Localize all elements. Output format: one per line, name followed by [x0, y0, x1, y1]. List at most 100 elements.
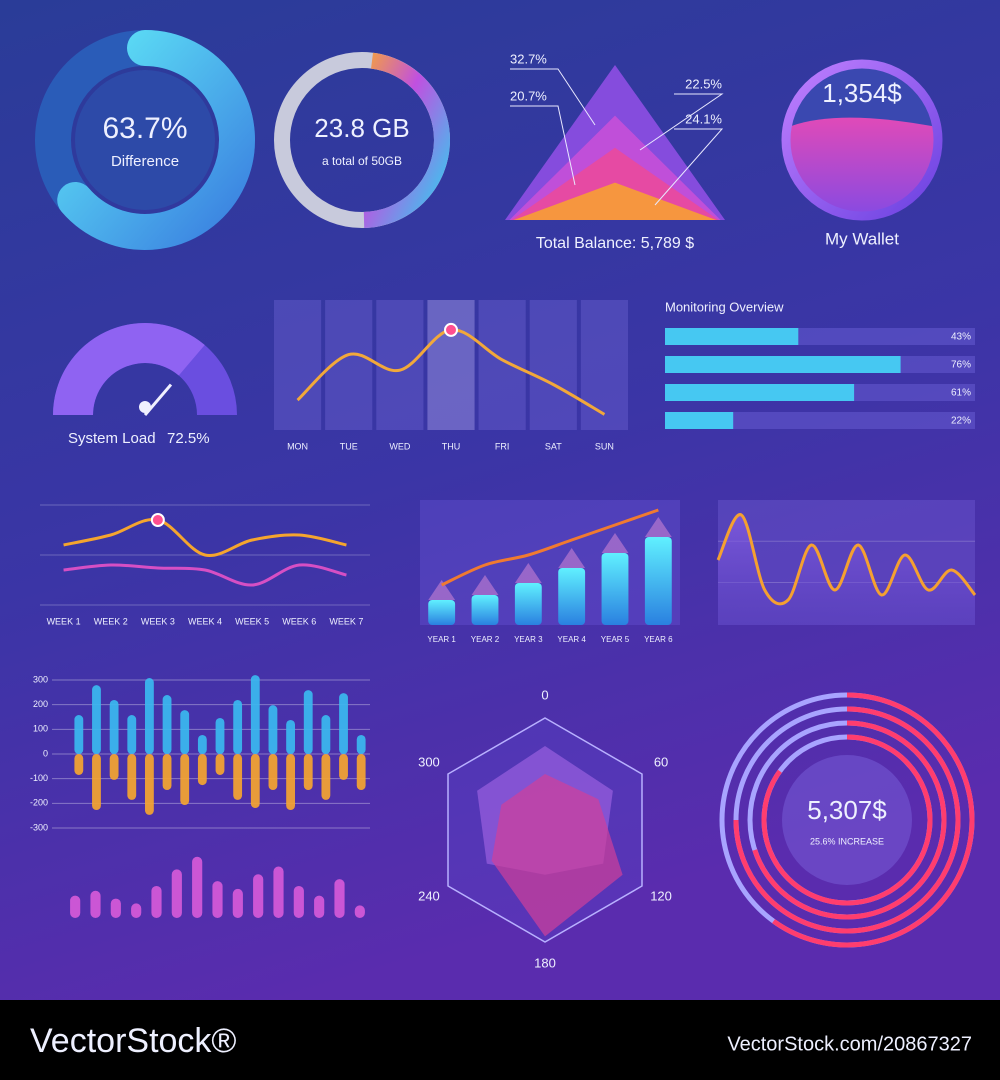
x-tick-label: YEAR 1	[427, 635, 456, 644]
donut-subtitle: Difference	[111, 153, 179, 170]
y-tick-label: -100	[30, 773, 48, 783]
radar-label: 300	[418, 754, 440, 769]
y-tick-label: -200	[30, 798, 48, 808]
bar	[253, 874, 264, 918]
ring-subtitle: a total of 50GB	[322, 154, 402, 168]
column	[376, 300, 424, 430]
bar	[109, 754, 119, 780]
line	[63, 563, 347, 587]
bar	[145, 754, 154, 815]
pyramid-label: 20.7%	[510, 88, 547, 103]
x-tick-label: THU	[442, 441, 461, 451]
bar	[354, 905, 365, 918]
rings-value: 5,307$	[807, 795, 887, 825]
wallet-label: My Wallet	[825, 229, 899, 248]
bar	[192, 856, 203, 918]
bar-shadow	[601, 533, 629, 553]
bar-shadow	[514, 563, 542, 583]
gauge-value: 72.5%	[167, 430, 210, 447]
bar	[339, 693, 348, 754]
leader-line	[639, 93, 724, 151]
bar	[110, 898, 121, 918]
gauge-hub	[139, 401, 151, 413]
gauge-title: System Load	[68, 430, 156, 447]
rings-subtitle: 25.6% INCREASE	[810, 836, 884, 846]
bar	[293, 885, 304, 918]
y-tick-label: -300	[30, 822, 48, 832]
leader-line	[654, 128, 724, 206]
radar-label: 120	[650, 888, 672, 903]
bar	[356, 735, 366, 754]
bar	[74, 715, 84, 754]
bar	[92, 754, 101, 810]
hbar-label: 61%	[951, 388, 971, 399]
bar-shadow	[428, 580, 456, 600]
bar	[250, 754, 260, 809]
bar	[233, 754, 243, 800]
donut-center	[75, 70, 215, 210]
gauge-value	[53, 322, 205, 415]
column	[529, 300, 577, 430]
y-tick-label: 200	[33, 699, 48, 709]
bar	[162, 695, 172, 754]
hbar-label: 43%	[951, 332, 971, 343]
x-tick-label: YEAR 5	[601, 635, 630, 644]
bar	[644, 537, 672, 625]
bar	[601, 553, 629, 625]
bar	[250, 675, 260, 754]
hbar	[665, 384, 855, 401]
bar	[180, 710, 190, 754]
bar	[268, 754, 278, 791]
x-tick-label: WEEK 7	[329, 616, 363, 626]
bar	[268, 705, 278, 754]
wallet-value: 1,354$	[822, 78, 902, 108]
x-tick-label: WEEK 3	[141, 616, 175, 626]
radar-label: 0	[541, 687, 548, 702]
ring-arc	[761, 734, 933, 906]
x-tick-label: YEAR 6	[644, 635, 673, 644]
footer-url: VectorStock.com/20867327	[727, 1033, 972, 1055]
bar	[233, 699, 243, 754]
bar	[215, 717, 225, 754]
bar	[127, 715, 137, 754]
x-tick-label: TUE	[340, 441, 358, 451]
x-tick-label: WEEK 5	[235, 616, 269, 626]
column	[427, 300, 475, 430]
bar	[314, 895, 325, 918]
bar	[303, 690, 313, 754]
wallet-rim	[781, 59, 943, 221]
hbar	[665, 356, 901, 373]
x-tick-label: YEAR 4	[557, 635, 586, 644]
footer-band	[0, 1000, 1000, 1080]
pyramid-label: 22.5%	[685, 76, 722, 91]
ring-arc	[772, 692, 975, 948]
donut-arc	[57, 30, 255, 250]
bar	[131, 903, 142, 918]
rings-center	[782, 755, 912, 885]
hbar-track	[665, 412, 975, 429]
hbar	[665, 412, 734, 429]
line	[63, 518, 347, 557]
hbar-label: 22%	[951, 416, 971, 427]
combo-bg	[420, 500, 680, 625]
bar	[162, 754, 172, 791]
x-tick-label: YEAR 2	[471, 635, 500, 644]
column	[274, 300, 322, 430]
bar	[215, 754, 225, 775]
ring-arc	[363, 52, 450, 228]
y-tick-label: 300	[33, 674, 48, 684]
radar-area	[491, 774, 623, 937]
bar	[90, 890, 101, 918]
x-tick-label: WEEK 1	[47, 616, 81, 626]
column	[580, 300, 628, 430]
bar	[180, 754, 190, 806]
bar	[127, 754, 137, 800]
y-tick-label: 0	[43, 748, 48, 758]
ring-value: 23.8 GB	[314, 113, 409, 143]
bar-shadow	[471, 575, 499, 595]
x-tick-label: WEEK 4	[188, 616, 222, 626]
bar	[471, 595, 499, 625]
radar-label: 240	[418, 888, 440, 903]
